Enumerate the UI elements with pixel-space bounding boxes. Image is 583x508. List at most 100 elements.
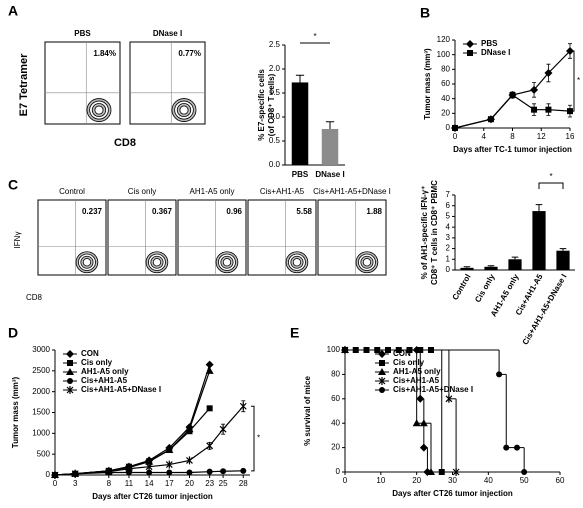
flow-y-label: E7 Tetramer — [18, 53, 30, 116]
y-axis-label: % survival of mice — [303, 376, 312, 446]
bracket — [251, 405, 255, 472]
legend-label: CON — [393, 349, 411, 358]
legend-label: AH1-A5 only — [393, 367, 441, 376]
x-tick-label: Control — [451, 273, 473, 302]
legend-label: Cis only — [81, 358, 113, 367]
y-tick-label: 120 — [437, 35, 451, 44]
legend-marker — [467, 50, 473, 56]
legend-label: PBS — [481, 39, 498, 48]
marker — [419, 419, 428, 427]
legend-label: CON — [81, 349, 99, 358]
legend-label: Cis+AH1-A5+DNase I — [393, 385, 473, 394]
y-tick-label: 4 — [446, 222, 451, 231]
marker — [239, 402, 247, 411]
marker — [530, 85, 539, 94]
series-line — [54, 405, 244, 476]
bar — [484, 266, 498, 270]
x-tick-label: 20 — [185, 479, 194, 488]
y-tick-label: 0.5 — [269, 136, 281, 145]
y-tick-label: 0 — [336, 467, 341, 476]
y-axis-label: % E7-specific cells — [257, 69, 266, 141]
x-tick-label: 23 — [205, 479, 214, 488]
marker — [412, 419, 421, 427]
marker — [566, 47, 574, 55]
contour — [152, 258, 162, 267]
flow-y-label: IFNγ — [13, 232, 22, 249]
bar — [291, 82, 309, 165]
flow-x-label: CD8 — [26, 293, 43, 302]
marker — [427, 468, 435, 475]
y-tick-label: 0.0 — [269, 160, 281, 169]
marker — [567, 108, 573, 115]
y-axis-label: (of CD8⁺ T cells) — [267, 73, 276, 136]
y-tick-label: 20 — [441, 108, 450, 117]
contour — [222, 258, 232, 267]
marker — [509, 92, 516, 98]
bar — [460, 267, 474, 270]
legend-label: Cis+AH1-A5 — [393, 376, 440, 385]
marker — [496, 371, 503, 378]
legend-marker — [378, 368, 386, 375]
y-tick-label: 0 — [46, 470, 51, 479]
series-line — [54, 364, 211, 476]
flow-percent: 0.96 — [226, 207, 242, 216]
marker — [452, 125, 458, 131]
flow-title: Control — [59, 187, 85, 196]
flow-percent: 1.88 — [366, 207, 382, 216]
x-tick-label: 30 — [448, 476, 457, 485]
y-tick-label: 60 — [441, 79, 450, 88]
flow-percent: 5.58 — [296, 207, 312, 216]
y-axis-label: CD8⁺ T cells in CD8⁺ PBMC — [430, 180, 439, 285]
y-tick-label: 3 — [446, 233, 451, 242]
legend-marker — [67, 378, 73, 384]
y-tick-label: 1000 — [32, 428, 50, 437]
panel-label: B — [420, 5, 430, 21]
x-tick-label: 40 — [484, 476, 493, 485]
y-tick-label: 2000 — [32, 387, 50, 396]
y-tick-label: 40 — [331, 418, 340, 427]
x-tick-label: 4 — [482, 132, 487, 141]
legend-marker — [378, 377, 386, 385]
error-bar — [559, 248, 567, 251]
marker — [146, 469, 153, 476]
legend-marker — [67, 360, 73, 366]
marker — [416, 394, 425, 403]
marker — [165, 460, 173, 469]
legend-label: Cis+AH1-A5 — [81, 376, 128, 385]
flow-title: PBS — [74, 29, 91, 38]
x-tick-label: 10 — [376, 476, 385, 485]
y-tick-label: 0 — [446, 265, 451, 274]
x-tick-label: Cis+AH1-A5+DNase I — [521, 273, 569, 347]
y-axis-label: Tumor mass (mm³) — [423, 48, 432, 120]
y-tick-label: 5 — [446, 212, 451, 221]
y-tick-label: 1.5 — [269, 88, 281, 97]
x-axis-label: Days after TC-1 tumor injection — [453, 145, 572, 154]
x-axis-label: Days after CT26 tumor injection — [392, 489, 513, 498]
bar — [532, 211, 546, 270]
contour — [362, 258, 372, 267]
flow-percent: 0.77% — [178, 49, 201, 58]
y-axis-label: % of AH1-specific IFN-γ⁺ — [420, 186, 429, 280]
legend-marker — [466, 40, 474, 48]
marker — [438, 469, 445, 475]
significance: * — [313, 32, 316, 41]
marker — [514, 444, 520, 451]
marker — [487, 116, 494, 123]
legend-marker — [66, 350, 74, 358]
y-tick-label: 1 — [446, 254, 451, 263]
y-tick-label: 500 — [37, 449, 51, 458]
marker — [71, 469, 79, 478]
panel-label: E — [290, 325, 299, 341]
marker — [206, 468, 213, 475]
error-bar — [535, 204, 543, 212]
y-tick-label: 40 — [441, 94, 450, 103]
flow-plot — [107, 199, 177, 276]
marker — [186, 456, 193, 465]
marker — [545, 106, 552, 113]
legend-label: Cis only — [393, 358, 425, 367]
contour — [94, 105, 104, 115]
x-tick-label: 8 — [107, 479, 112, 488]
flow-title: Cis+AH1-A5 — [260, 187, 305, 196]
x-tick-label: 3 — [73, 479, 78, 488]
y-axis-label: Tumor mass (mm³) — [11, 376, 20, 448]
